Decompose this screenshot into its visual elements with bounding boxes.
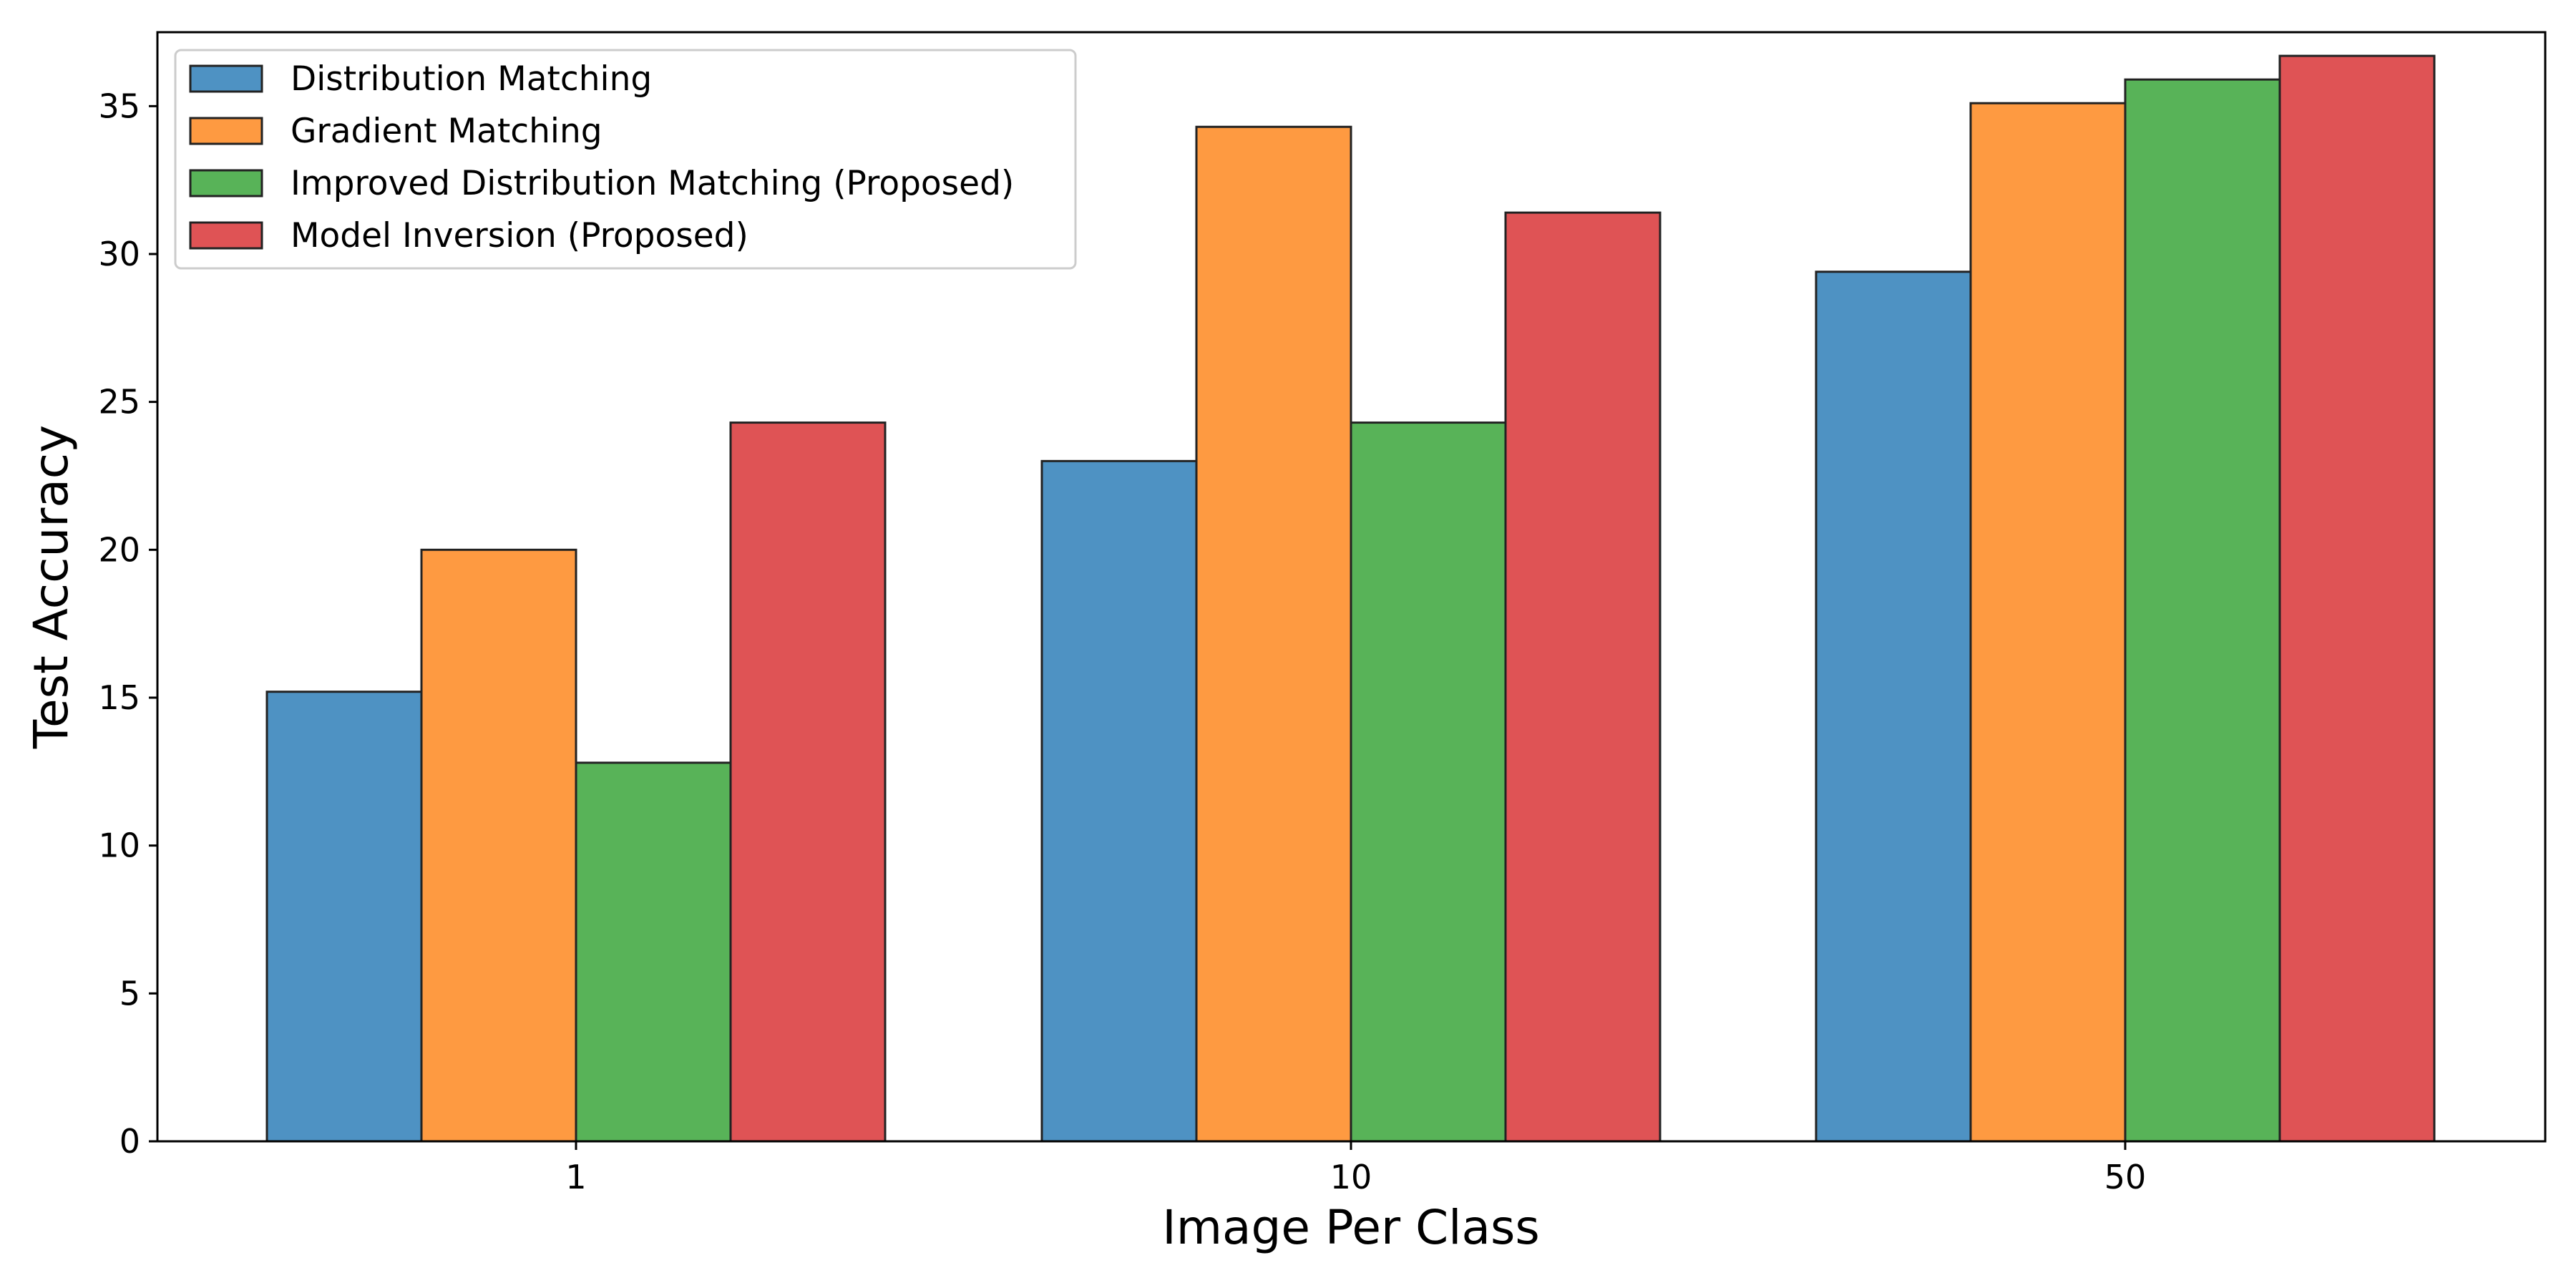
bar-10-series-1: [1040, 459, 1198, 1143]
y-tick-label: 0: [119, 1122, 140, 1161]
bar-50-series-4: [2278, 54, 2436, 1143]
y-tick-label: 5: [119, 974, 140, 1013]
bar-1-series-4: [729, 421, 887, 1143]
legend-label: Distribution Matching: [291, 59, 652, 99]
y-tick-label: 10: [98, 826, 140, 865]
x-tick-label: 10: [1330, 1158, 1372, 1196]
legend-label: Gradient Matching: [291, 112, 602, 151]
bar-50-series-2: [1969, 102, 2127, 1143]
bar-50-series-3: [2124, 78, 2281, 1143]
y-tick-label: 20: [98, 530, 140, 569]
legend-box: [174, 49, 1077, 270]
y-tick-label: 15: [98, 678, 140, 717]
plot-area-frame: [156, 31, 2547, 1143]
bar-10-series-3: [1350, 421, 1507, 1143]
bar-1-series-1: [265, 691, 423, 1143]
x-axis-label: Image Per Class: [1162, 1200, 1539, 1255]
legend: Distribution Matching Gradient Matching Im…: [174, 49, 1077, 270]
bars-layer: [265, 54, 2436, 1143]
bar-1-series-2: [420, 548, 577, 1143]
x-tick-label: 1: [565, 1158, 586, 1196]
legend-label: Improved Distribution Matching (Proposed…: [291, 164, 1014, 203]
y-axis-label: Test Accuracy: [24, 425, 79, 749]
bar-50-series-1: [1815, 270, 1972, 1143]
legend-swatch: [189, 117, 263, 145]
y-tick-label: 25: [98, 383, 140, 421]
legend-swatch: [189, 64, 263, 93]
bar-1-series-3: [575, 761, 732, 1143]
x-tick-label: 50: [2104, 1158, 2147, 1196]
bar-10-series-4: [1504, 211, 1662, 1143]
bar-10-series-2: [1195, 125, 1352, 1143]
legend-swatch: [189, 169, 263, 197]
legend-label: Model Inversion (Proposed): [291, 216, 748, 255]
y-tick-label: 35: [98, 87, 140, 125]
y-axis-ticks: 0 5 10 15 20 25 30 35: [98, 87, 157, 1161]
legend-swatch: [189, 221, 263, 250]
x-axis-ticks: 1 10 50: [565, 1141, 2146, 1196]
y-tick-label: 30: [98, 235, 140, 273]
